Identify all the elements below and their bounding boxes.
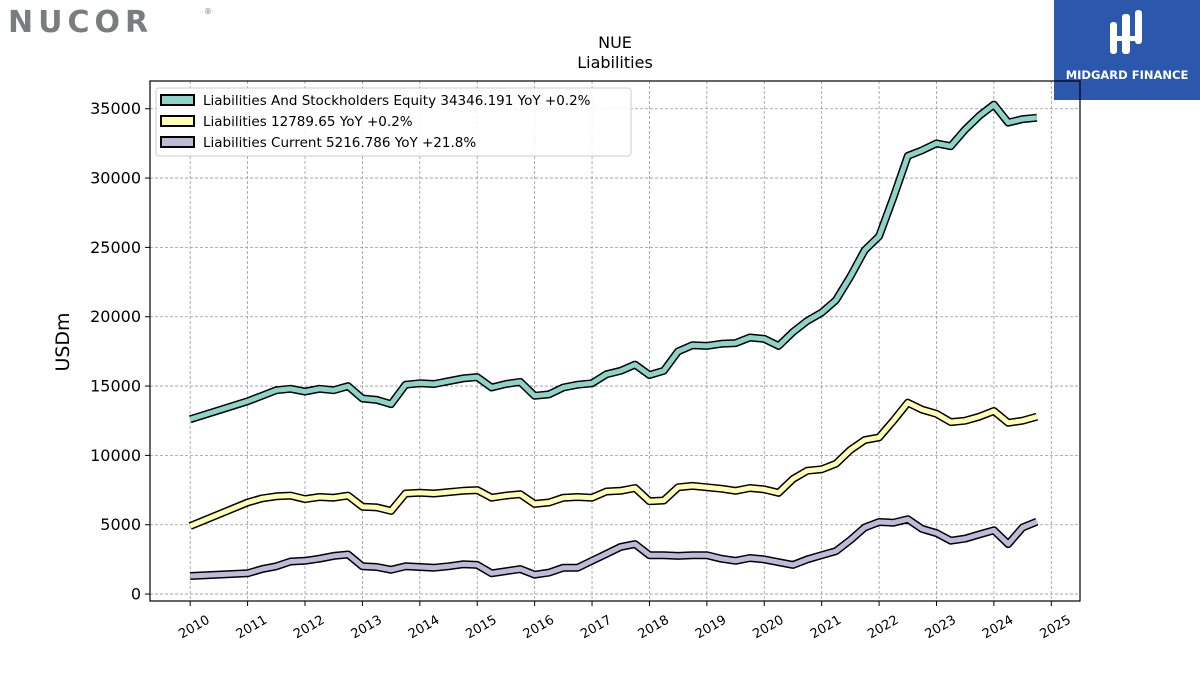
series-line-2 [189, 400, 1038, 529]
legend-swatch-2 [160, 115, 195, 127]
x-tick-label: 2010 [176, 613, 212, 643]
x-tick-label: 2019 [693, 613, 729, 643]
x-tick-label: 2023 [923, 613, 959, 643]
series-line-3 [190, 516, 1038, 579]
legend: Liabilities And Stockholders Equity 3434… [155, 87, 632, 157]
chart-subtitle: Liabilities [577, 53, 653, 72]
midgard-finance-logo: MIDGARD FINANCE [1054, 0, 1200, 100]
chart-title: NUE [598, 33, 632, 52]
legend-label-3: Liabilities Current 5216.786 YoY +21.8% [203, 135, 476, 151]
x-tick-label: 2016 [521, 613, 557, 643]
x-tick-label: 2022 [865, 613, 901, 643]
series-line-1 [189, 102, 1038, 422]
y-tick-label: 30000 [90, 169, 141, 188]
x-tick-label: 2012 [291, 613, 327, 643]
x-tick-label: 2021 [808, 613, 844, 643]
x-tick-label: 2024 [980, 613, 1016, 643]
svg-text:®: ® [204, 7, 212, 16]
series-outline-2 [188, 398, 1038, 530]
series-layer [188, 100, 1039, 580]
series-outline-3 [190, 515, 1039, 580]
x-tick-label: 2017 [578, 613, 614, 643]
axes: 0 5000 10000 15000 20000 25000 30000 35000 2010 2… [90, 99, 1074, 642]
y-tick-label: 20000 [90, 307, 141, 326]
x-tick-label: 2018 [636, 613, 672, 643]
legend-box [155, 87, 632, 157]
y-axis-label: USDm [52, 312, 74, 371]
plot-frame [149, 80, 1081, 602]
y-tick-label: 0 [131, 585, 141, 604]
nucor-logo: NUCOR ® [8, 5, 212, 38]
x-tick-label: 2015 [463, 613, 499, 643]
legend-label-1: Liabilities And Stockholders Equity 3434… [203, 93, 591, 109]
y-tick-label: 5000 [100, 515, 141, 534]
y-tick-label: 10000 [90, 446, 141, 465]
x-tick-label: 2011 [234, 613, 270, 643]
legend-label-2: Liabilities 12789.65 YoY +0.2% [203, 114, 413, 130]
x-tick-label: 2020 [750, 613, 786, 643]
midgard-emblem-icon [1110, 10, 1142, 54]
midgard-logo-text: MIDGARD FINANCE [1065, 68, 1189, 82]
y-tick-label: 15000 [90, 377, 141, 396]
y-tick-label: 25000 [90, 238, 141, 257]
legend-swatch-1 [160, 94, 195, 106]
x-tick-label: 2025 [1037, 613, 1073, 643]
x-tick-label: 2013 [349, 613, 385, 643]
grid [150, 81, 1080, 601]
x-tick-label: 2014 [406, 613, 442, 643]
y-tick-label: 35000 [90, 99, 141, 118]
legend-swatch-3 [160, 136, 195, 148]
nucor-logo-text: NUCOR [8, 5, 153, 38]
